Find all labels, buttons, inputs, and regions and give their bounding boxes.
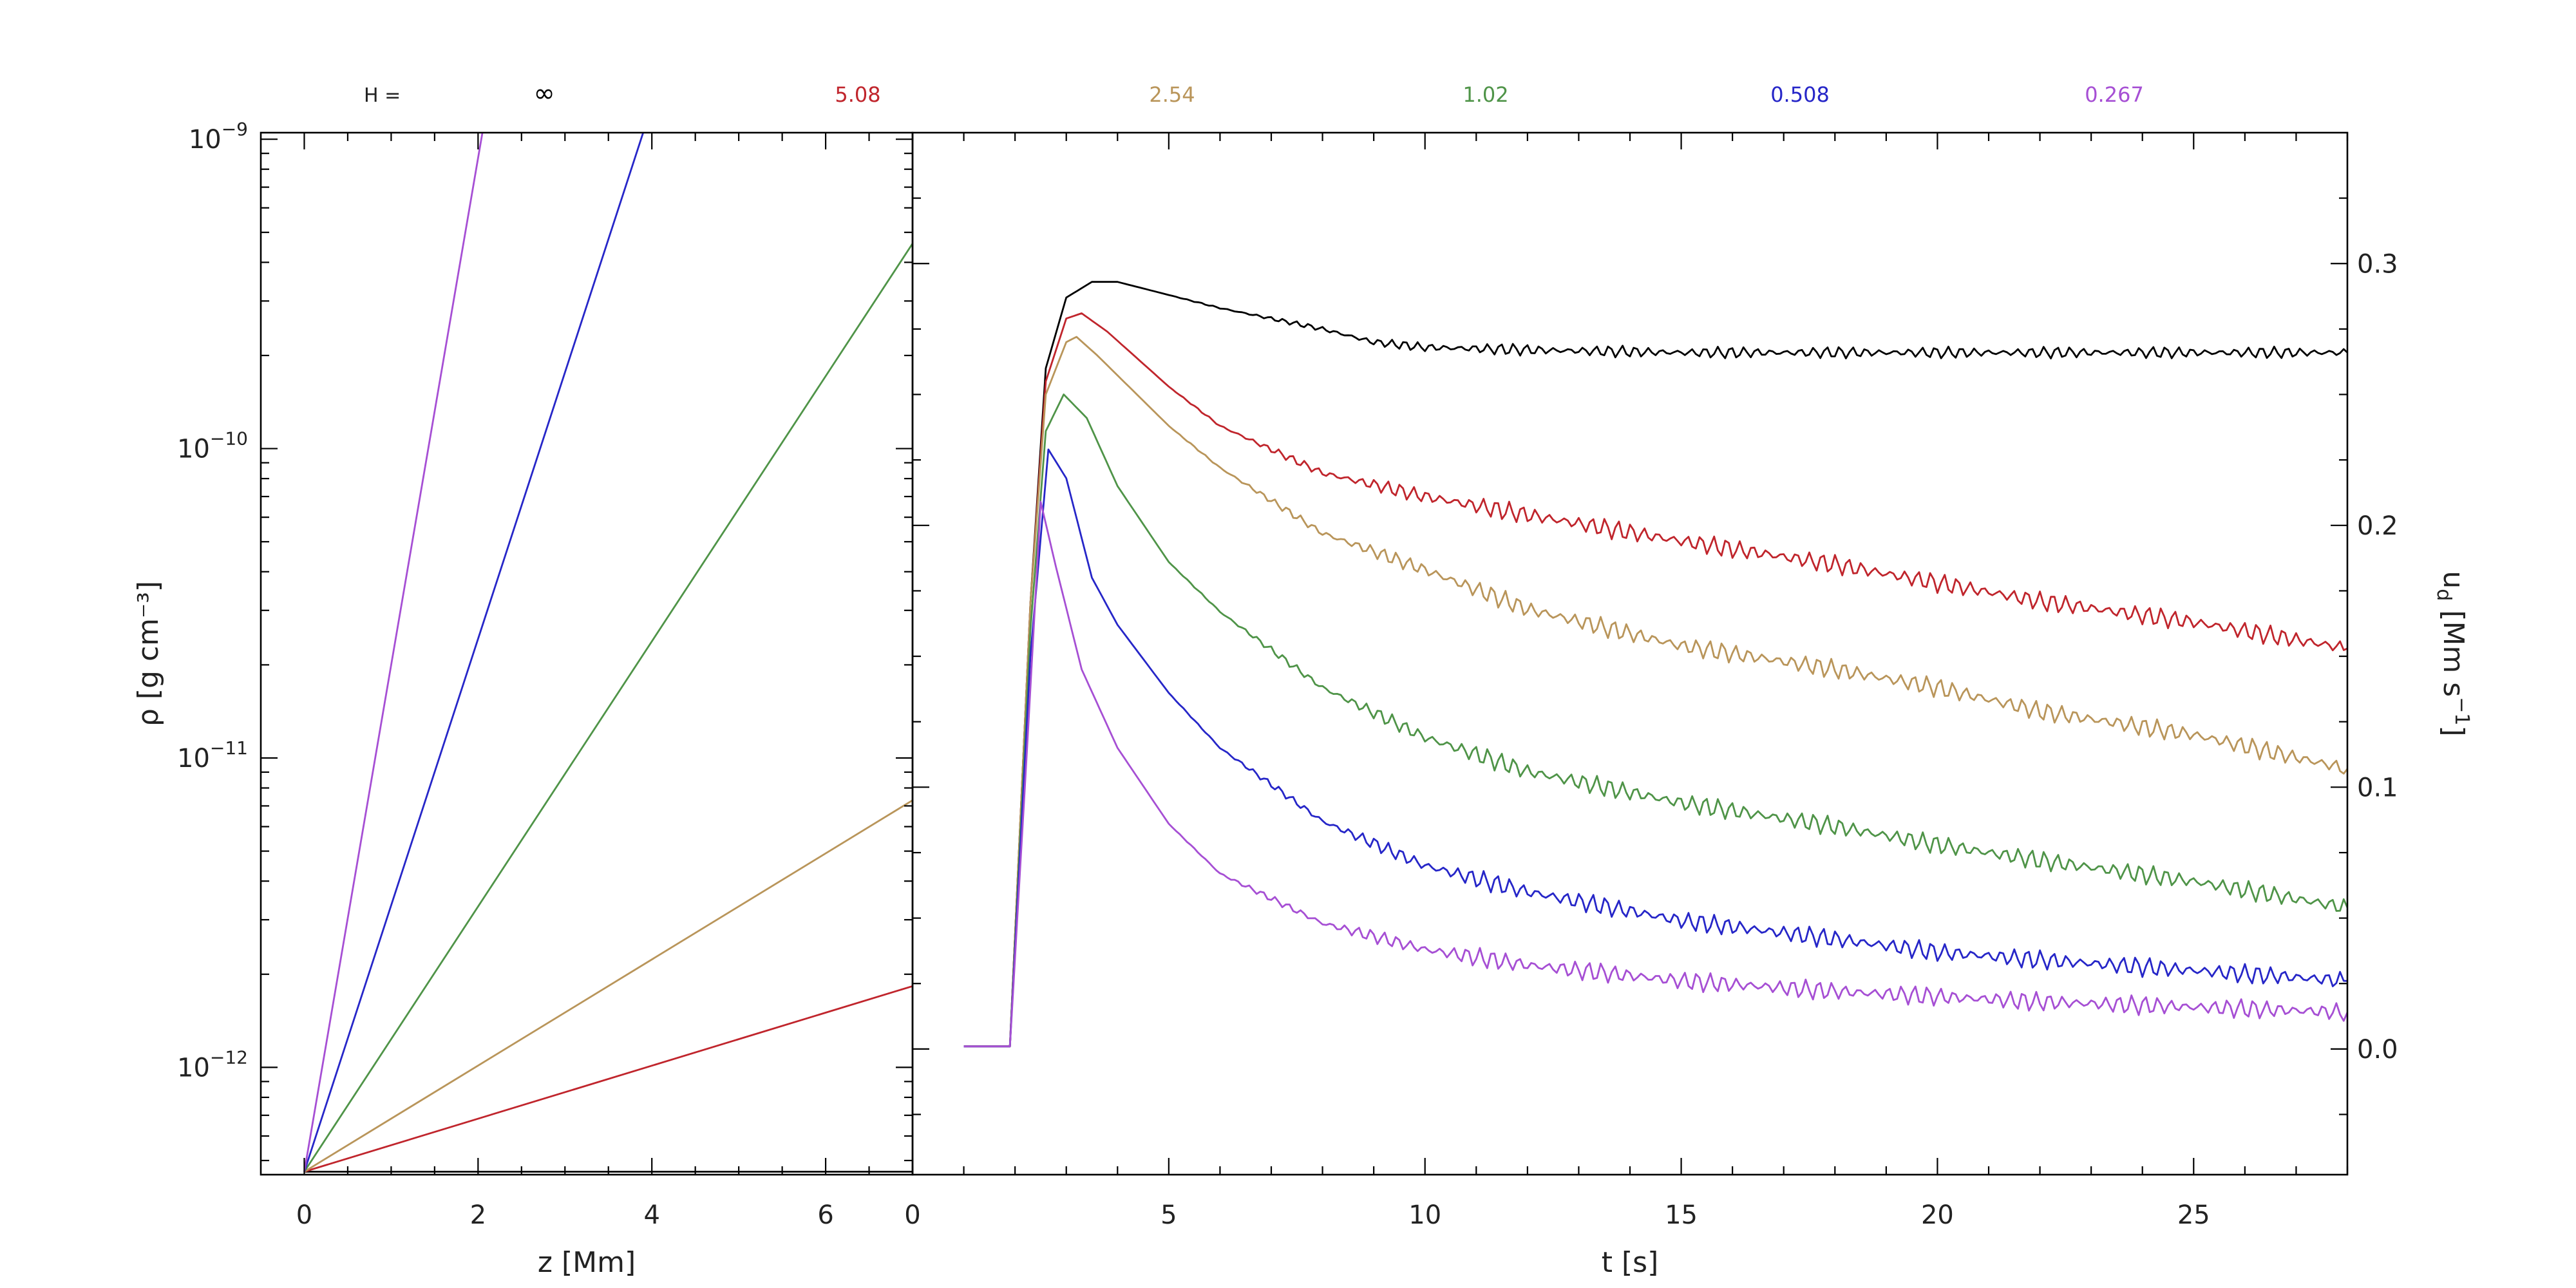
series-header: H = ∞ 5.08 2.54 1.02 0.508 0.267 bbox=[364, 79, 2144, 108]
velocity-series-line bbox=[963, 500, 2347, 1048]
density-x-tick-label: 0 bbox=[296, 1200, 312, 1230]
velocity-y-label-sub: d bbox=[2432, 589, 2455, 601]
density-x-tick-label: 4 bbox=[643, 1200, 659, 1230]
velocity-y-tick-label: 0.0 bbox=[2357, 1035, 2398, 1065]
velocity-x-tick-label: 25 bbox=[2177, 1200, 2210, 1230]
density-series-line bbox=[303, 133, 645, 1172]
velocity-x-tick-label: 15 bbox=[1665, 1200, 1698, 1230]
header-h-value: 1.02 bbox=[1463, 82, 1508, 107]
tick-exponent: −12 bbox=[210, 1046, 248, 1068]
velocity-x-axis-label: t [s] bbox=[1602, 1246, 1659, 1279]
velocity-y-label-base: u bbox=[2437, 571, 2470, 589]
tick-exponent: −10 bbox=[210, 428, 248, 450]
velocity-y-label-rest: [Mm s bbox=[2437, 601, 2470, 697]
velocity-x-tick-label: 0 bbox=[904, 1200, 920, 1230]
velocity-x-tick-label: 5 bbox=[1160, 1200, 1177, 1230]
density-series-line bbox=[303, 133, 484, 1172]
density-y-tick-label: 10−11 bbox=[177, 737, 248, 773]
tick-base: 10 bbox=[177, 1053, 210, 1083]
tick-base: 10 bbox=[177, 435, 210, 464]
header-h-value: ∞ bbox=[533, 79, 554, 108]
velocity-y-label-sup: −1 bbox=[2450, 697, 2473, 725]
velocity-series-line bbox=[963, 336, 2347, 1048]
tick-base: 10 bbox=[177, 744, 210, 773]
density-y-axis-label: ρ [g cm⁻³] bbox=[132, 581, 165, 726]
density-x-tick-label: 2 bbox=[470, 1200, 486, 1230]
velocity-y-axis-label: ud [Mm s−1] bbox=[2432, 571, 2473, 736]
velocity-panel: 0 5 10 15 20 25 0.0 0.1 0.2 0.3 t [s] ud [Mm s−1] bbox=[904, 131, 2473, 1279]
velocity-y-tick-label: 0.1 bbox=[2357, 773, 2398, 802]
header-h-label: H = bbox=[364, 84, 401, 107]
header-h-value: 5.08 bbox=[835, 82, 880, 107]
density-series-line bbox=[303, 243, 913, 1173]
velocity-series-line bbox=[963, 393, 2347, 1048]
velocity-plot-frame bbox=[911, 131, 2349, 1176]
velocity-series-line bbox=[963, 312, 2347, 1048]
velocity-x-tick-label: 10 bbox=[1408, 1200, 1441, 1230]
tick-exponent: −9 bbox=[222, 118, 248, 140]
velocity-x-tick-label: 20 bbox=[1921, 1200, 1954, 1230]
density-series-line bbox=[303, 799, 913, 1173]
density-series-line bbox=[304, 985, 913, 1173]
velocity-y-label-end: ] bbox=[2437, 725, 2470, 736]
velocity-series-line bbox=[963, 448, 2347, 1048]
density-curves bbox=[303, 133, 913, 1173]
velocity-y-tick-label: 0.3 bbox=[2357, 249, 2398, 279]
density-x-tick-label: 6 bbox=[817, 1200, 833, 1230]
density-y-tick-label: 10−12 bbox=[177, 1046, 248, 1083]
velocity-series-line bbox=[963, 281, 2347, 1048]
velocity-ticks: 0 5 10 15 20 25 0.0 0.1 0.2 0.3 bbox=[904, 133, 2398, 1230]
velocity-y-tick-label: 0.2 bbox=[2357, 511, 2398, 541]
tick-exponent: −11 bbox=[210, 737, 248, 759]
header-h-value: 0.508 bbox=[1770, 82, 1830, 107]
velocity-curves bbox=[963, 281, 2347, 1048]
header-h-value: 0.267 bbox=[2085, 82, 2144, 107]
svg-text:ud [Mm s−1]: ud [Mm s−1] bbox=[2432, 571, 2473, 736]
density-y-tick-label: 10−9 bbox=[189, 118, 248, 155]
header-h-value: 2.54 bbox=[1149, 82, 1195, 107]
density-y-tick-label: 10−10 bbox=[177, 428, 248, 464]
density-x-axis-label: z [Mm] bbox=[538, 1246, 636, 1279]
tick-base: 10 bbox=[189, 125, 222, 155]
